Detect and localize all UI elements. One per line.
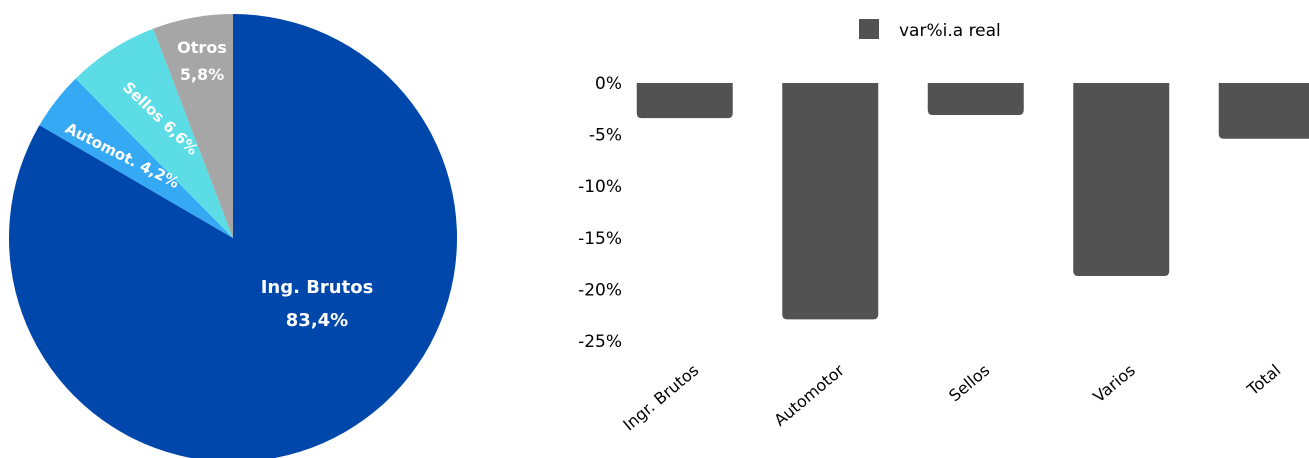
x-tick-label-sellos: Sellos <box>945 361 993 406</box>
pie-label-ing-brutos: Ing. Brutos <box>261 277 374 298</box>
y-tick-label: -25% <box>578 332 622 352</box>
pie-value-ing-brutos: 83,4% <box>286 310 348 331</box>
legend: var%i.a real <box>859 19 1001 41</box>
pie-value-otros: 5,8% <box>180 65 224 84</box>
y-tick-label: -5% <box>589 126 622 146</box>
pie-slice-ing-brutos <box>9 14 457 458</box>
pie-slice-sellos <box>75 28 233 239</box>
x-tick-label-automotor: Automotor <box>770 360 848 430</box>
pie-label-otros: Otros <box>177 38 227 57</box>
bar-chart: var%i.a real 0% -5% -10% -15% -20% -25% Ingr. B… <box>578 19 1309 434</box>
y-tick-label: -20% <box>578 280 622 300</box>
bar-automotor <box>782 83 879 320</box>
pie-slice-otros <box>153 14 233 238</box>
legend-swatch <box>859 19 879 39</box>
bar-varios <box>1073 83 1170 276</box>
y-tick-label: 0% <box>595 74 622 94</box>
x-tick-label-total: Total <box>1243 361 1285 400</box>
x-tick-label-varios: Varios <box>1089 361 1138 407</box>
bar-ingr-brutos <box>636 83 733 119</box>
x-tick-label-ingr-brutos: Ingr. Brutos <box>619 361 702 435</box>
bar-total <box>1218 83 1309 139</box>
y-tick-label: -10% <box>578 177 622 197</box>
legend-label: var%i.a real <box>899 21 1001 41</box>
pie-slice-automot <box>39 78 233 239</box>
y-tick-label: -15% <box>578 229 622 249</box>
bar-sellos <box>927 83 1024 115</box>
